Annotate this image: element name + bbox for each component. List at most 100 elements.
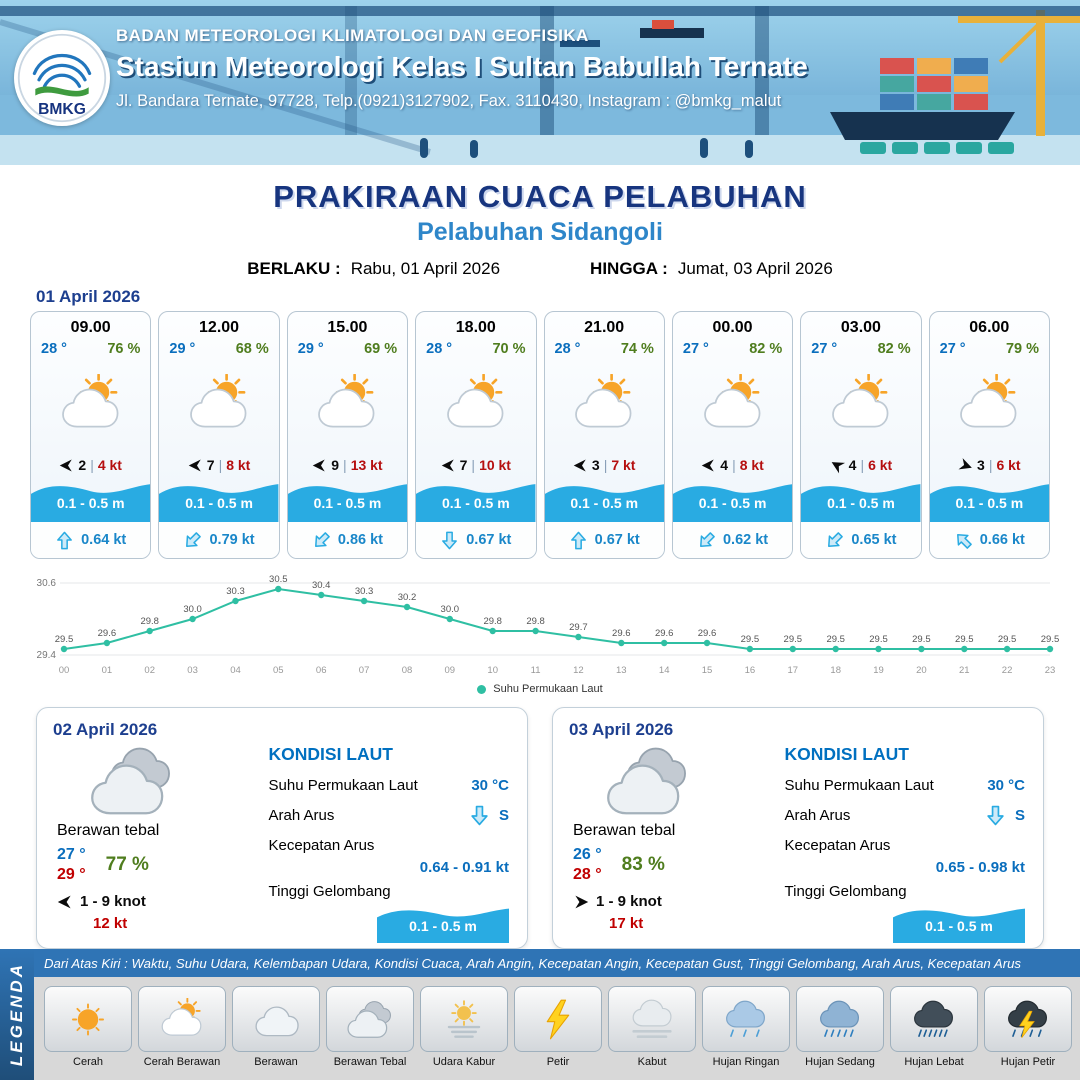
current-speed-value: 0.65 - 0.98 kt	[935, 859, 1025, 876]
wind-direction-icon	[573, 459, 586, 471]
bmkg-logo: BMKG	[14, 30, 110, 126]
daily-card-03-April-2026: 03 April 2026 Berawan tebal 26 ° 28 ° 83…	[552, 707, 1044, 949]
petir-icon	[546, 999, 570, 1039]
wave-height-label: Tinggi Gelombang	[268, 883, 391, 900]
sst-row: Suhu Permukaan Laut 30 °C	[785, 777, 1025, 794]
current-direction-icon	[828, 531, 844, 547]
svg-text:29.5: 29.5	[955, 634, 974, 645]
current-speed: 0.62 kt	[722, 532, 769, 548]
forecast-card-18.00: 18.00 28 ° 70 % 7 | 10 kt 0.1 - 0.5 m 0.…	[415, 311, 537, 559]
svg-text:29.6: 29.6	[655, 628, 674, 639]
svg-text:03: 03	[187, 665, 198, 676]
wave-height-band: 0.1 - 0.5 m	[929, 478, 1049, 522]
forecast-time: 06.00	[969, 319, 1010, 336]
forecast-time: 18.00	[455, 319, 496, 336]
separator: |	[218, 457, 223, 473]
daily-wind-range: 1 - 9 knot	[596, 893, 662, 910]
current-direction-icon	[186, 531, 202, 547]
wind-speed: 7 kt	[611, 457, 636, 473]
daily-card-02-April-2026: 02 April 2026 Berawan tebal 27 ° 29 ° 77…	[36, 707, 528, 949]
forecast-time: 15.00	[327, 319, 368, 336]
legend-item-label: Cerah Berawan	[143, 1056, 221, 1068]
legend-item-label: Hujan Petir	[1000, 1056, 1056, 1068]
wind-direction-icon	[831, 461, 845, 473]
forecast-card-06.00: 06.00 27 ° 79 % 3 | 6 kt 0.1 - 0.5 m 0.6…	[928, 311, 1050, 559]
wind-direction-icon	[575, 895, 589, 908]
daily-temp-humidity: 27 ° 29 ° 77 %	[57, 846, 259, 884]
berawan-tebal-icon	[347, 1000, 391, 1038]
daily-condition: Berawan tebal	[573, 822, 676, 839]
humidity: 69 %	[364, 341, 398, 357]
svg-text:20: 20	[916, 665, 927, 676]
separator: |	[603, 457, 608, 473]
daily-wind-row: 1 - 9 knot	[57, 893, 259, 910]
svg-text:29.6: 29.6	[612, 628, 631, 639]
validity-row: BERLAKU : Rabu, 01 April 2026 HINGGA : J…	[0, 259, 1080, 279]
svg-text:16: 16	[745, 665, 756, 676]
svg-text:29.5: 29.5	[55, 634, 74, 645]
berawan-icon	[255, 1005, 299, 1036]
cerah-icon	[72, 1003, 104, 1035]
current-direction-icon	[700, 531, 715, 547]
wind-value: 9	[331, 457, 340, 473]
wind-value: 2	[78, 457, 87, 473]
legend-section: LEGENDA Dari Atas Kiri : Waktu, Suhu Uda…	[0, 949, 1080, 1080]
wind-direction-icon	[313, 459, 325, 471]
sst-line-chart: 30.6 29.4 29.5 00 29.6 01 29.8 02 30.0 03 30.3 04 30…	[37, 574, 1060, 676]
svg-text:09: 09	[445, 665, 456, 676]
wind-speed: 10 kt	[479, 457, 511, 473]
svg-text:21: 21	[959, 665, 970, 676]
svg-text:15: 15	[702, 665, 713, 676]
legend-tile	[514, 986, 602, 1052]
current-speed-value: 0.64 - 0.91 kt	[419, 859, 509, 876]
cerah-berawan-icon	[832, 374, 889, 428]
legend-tile	[326, 986, 414, 1052]
svg-text:19: 19	[873, 665, 884, 676]
svg-text:29.6: 29.6	[698, 628, 717, 639]
legend-tile	[796, 986, 884, 1052]
wave-height-band: 0.1 - 0.5 m	[159, 478, 279, 522]
cerah-berawan-icon	[190, 374, 247, 428]
legend-item-hujan-ringan: Hujan Ringan	[702, 986, 790, 1076]
hourly-forecast-cards: 09.00 28 ° 76 % 2 | 4 kt 0.1 - 0.5 m 0.6…	[0, 311, 1080, 559]
chart-legend-dot	[477, 684, 487, 694]
legend-item-cerah: Cerah	[44, 986, 132, 1076]
svg-text:07: 07	[359, 665, 370, 676]
daily-weather-icon-wrap	[57, 742, 207, 820]
legend-item-label: Hujan Lebat	[904, 1056, 964, 1068]
weather-icon-wrap	[159, 357, 278, 452]
daily-weather-column: Berawan tebal 27 ° 29 ° 77 % 1 - 9 knot …	[53, 742, 259, 950]
wave-graphic	[929, 484, 1049, 522]
cerah-berawan-icon	[61, 374, 119, 428]
wave-height-band: 0.1 - 0.5 m	[287, 478, 408, 522]
legend-item-label: Berawan Tebal	[333, 1056, 407, 1068]
wave-height-band: 0.1 - 0.5 m	[31, 478, 151, 522]
humidity: 70 %	[492, 341, 526, 357]
wave-graphic	[544, 484, 664, 522]
temp-humidity-row: 29 ° 69 %	[288, 337, 407, 357]
current-speed: 0.86 kt	[337, 532, 384, 548]
weather-icon-wrap	[545, 357, 664, 452]
current-speed-label: Kecepatan Arus	[268, 837, 375, 854]
chart-legend-label: Suhu Permukaan Laut	[493, 683, 603, 695]
weather-icon-wrap	[31, 357, 150, 452]
humidity: 68 %	[235, 341, 269, 357]
temp-humidity-row: 28 ° 70 %	[416, 337, 535, 357]
legend-item-label: Kabut	[637, 1056, 667, 1068]
current-direction-icon	[57, 531, 73, 549]
current-row: 0.66 kt	[929, 522, 1049, 558]
sea-conditions-column: KONDISI LAUT Suhu Permukaan Laut 30 °C A…	[775, 742, 1027, 950]
current-speed: 0.67 kt	[594, 532, 640, 548]
legend-description: Dari Atas Kiri : Waktu, Suhu Udara, Kele…	[34, 949, 1080, 977]
svg-text:29.5: 29.5	[826, 634, 845, 645]
separator: |	[471, 457, 476, 473]
temp-humidity-row: 28 ° 76 %	[31, 337, 150, 357]
wave-height: 0.1 - 0.5 m	[698, 495, 767, 511]
wind-speed: 8 kt	[739, 457, 764, 473]
air-temperature: 29 °	[169, 341, 196, 357]
wind-direction-icon	[441, 459, 454, 471]
current-direction-row: Arah Arus S	[785, 805, 1025, 826]
air-temperature: 27 °	[811, 341, 838, 357]
cerah-berawan-icon	[318, 374, 375, 428]
cerah-berawan-icon	[960, 374, 1017, 428]
